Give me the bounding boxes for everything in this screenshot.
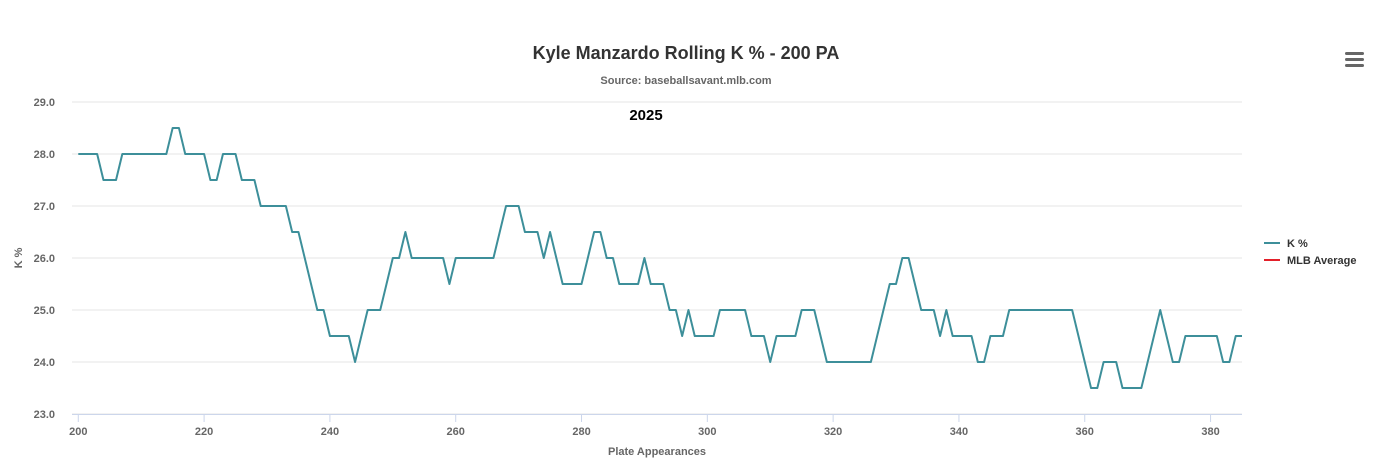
y-tick-label: 23.0 bbox=[34, 409, 55, 421]
y-axis-title: K % bbox=[13, 247, 25, 268]
legend-item-k-pct[interactable]: K % bbox=[1264, 238, 1308, 250]
grid-lines bbox=[72, 101, 1242, 415]
legend: K % MLB Average bbox=[1264, 238, 1356, 267]
y-axis-ticks: 23.0 24.0 25.0 26.0 27.0 28.0 29.0 bbox=[34, 97, 55, 421]
x-tick-label: 340 bbox=[950, 426, 968, 438]
x-tick-label: 380 bbox=[1201, 426, 1219, 438]
y-tick-label: 26.0 bbox=[34, 253, 55, 265]
x-tick-label: 300 bbox=[698, 426, 716, 438]
y-tick-label: 29.0 bbox=[34, 97, 55, 109]
y-tick-label: 27.0 bbox=[34, 201, 55, 213]
chart-subtitle: Source: baseballsavant.mlb.com bbox=[600, 75, 771, 87]
x-tick-label: 240 bbox=[321, 426, 339, 438]
year-annotation: 2025 bbox=[629, 107, 662, 124]
legend-item-mlb-average[interactable]: MLB Average bbox=[1264, 255, 1356, 267]
legend-label-mlb-average: MLB Average bbox=[1287, 255, 1356, 267]
x-tick-label: 360 bbox=[1076, 426, 1094, 438]
legend-label-k-pct: K % bbox=[1287, 238, 1308, 250]
x-axis-ticks: 200 220 240 260 280 300 320 340 360 380 bbox=[69, 414, 1220, 438]
x-tick-label: 280 bbox=[572, 426, 590, 438]
series-line-k[interactable] bbox=[78, 127, 1242, 389]
y-tick-label: 28.0 bbox=[34, 149, 55, 161]
chart-title: Kyle Manzardo Rolling K % - 200 PA bbox=[533, 43, 840, 63]
x-tick-label: 220 bbox=[195, 426, 213, 438]
x-axis-title: Plate Appearances bbox=[608, 446, 706, 458]
x-tick-label: 200 bbox=[69, 426, 87, 438]
hamburger-menu-icon[interactable] bbox=[1345, 50, 1365, 70]
x-tick-label: 260 bbox=[447, 426, 465, 438]
y-tick-label: 25.0 bbox=[34, 305, 55, 317]
x-tick-label: 320 bbox=[824, 426, 842, 438]
series-layer bbox=[78, 127, 1242, 389]
y-tick-label: 24.0 bbox=[34, 357, 55, 369]
